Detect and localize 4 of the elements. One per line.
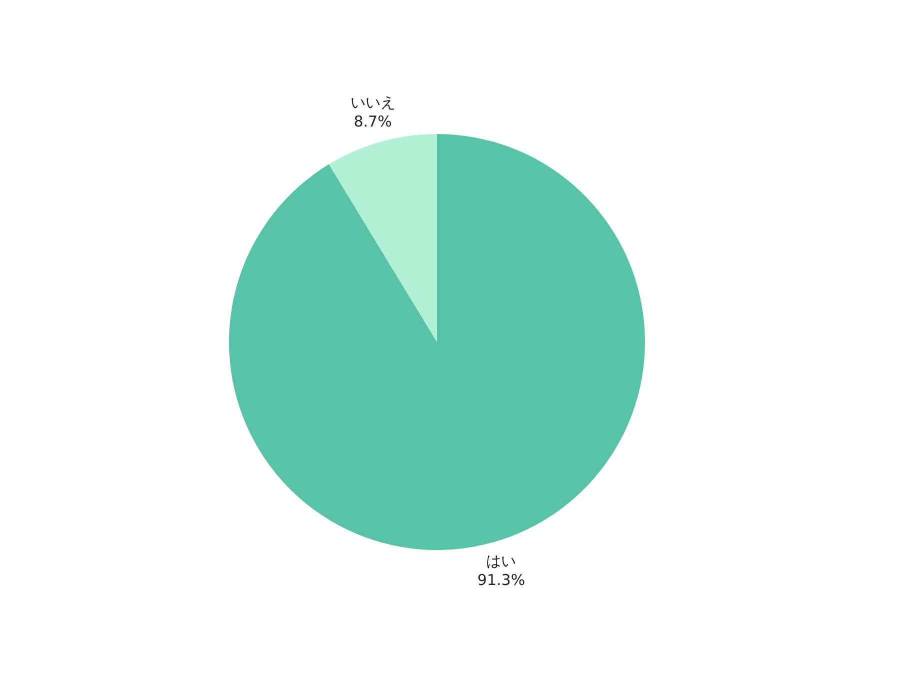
data-label: 8.7% [354,112,392,131]
slice-label: いいえ [350,94,396,112]
data-label: 91.3% [477,571,526,590]
slice-label: はい [486,552,516,570]
